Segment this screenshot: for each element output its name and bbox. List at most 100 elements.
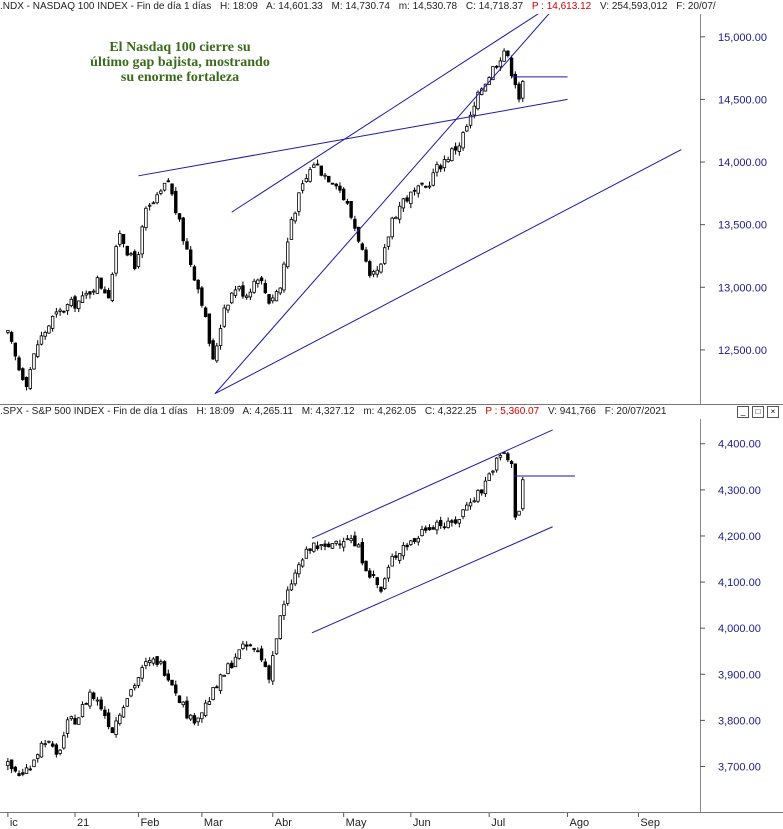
candle (166, 669, 171, 682)
candle (177, 213, 182, 222)
candle (17, 355, 21, 372)
candle (32, 759, 36, 768)
header-date: F: 20/07/2021 (604, 406, 667, 417)
candle (498, 453, 503, 461)
candle (177, 695, 182, 704)
candle (36, 340, 40, 359)
candle (256, 278, 260, 288)
header-volume: V: 254,593,012 (599, 1, 668, 12)
candle (323, 172, 327, 180)
date-axis: ic 21 Feb Mar Abr May Jun Jul Ago Sep (0, 812, 783, 829)
candle (353, 531, 357, 547)
candle (200, 712, 204, 723)
candle (181, 701, 185, 708)
candle (412, 537, 417, 544)
candle (80, 291, 85, 304)
candle (345, 535, 350, 541)
candle (21, 768, 25, 777)
candle (6, 758, 10, 771)
candle (95, 696, 100, 706)
candle (386, 236, 391, 250)
header-high: M: 4,327.12 (301, 406, 355, 417)
candle (39, 741, 44, 758)
candle (196, 717, 200, 726)
candle (368, 259, 372, 278)
minimize-button[interactable]: _ (737, 406, 749, 418)
trendline (138, 98, 568, 177)
candle (457, 519, 462, 528)
x-tick-label: Sep (640, 817, 660, 829)
candle (192, 264, 197, 282)
candle (267, 664, 271, 684)
candle (453, 516, 458, 525)
candle (226, 304, 230, 314)
candle (43, 330, 47, 340)
candle (271, 651, 275, 685)
candle (394, 551, 398, 560)
candle (185, 238, 189, 250)
candle (192, 713, 197, 726)
candle (263, 279, 268, 295)
x-tick-label: ic (10, 817, 18, 829)
candle (405, 195, 409, 203)
candle (125, 698, 129, 707)
candle (345, 198, 350, 205)
candle (461, 131, 465, 151)
candle (237, 649, 241, 660)
header-low: m: 14,530.78 (398, 1, 458, 12)
candle (237, 285, 241, 292)
candle (461, 509, 465, 520)
candle (174, 187, 178, 215)
sp500-panel: .SPX - S&P 500 INDEX - Fin de día 1 días… (0, 404, 783, 814)
candle (401, 542, 406, 560)
candle (442, 155, 447, 172)
candle (166, 177, 171, 183)
maximize-button[interactable]: □ (752, 406, 764, 418)
candle (427, 181, 432, 190)
candle (267, 294, 271, 305)
candle (215, 342, 219, 363)
candle (248, 288, 253, 301)
candle (13, 765, 18, 773)
candle (353, 215, 357, 232)
candle (468, 111, 473, 129)
candle (420, 182, 424, 187)
candle (32, 353, 36, 370)
candle (297, 192, 301, 216)
candle (282, 600, 286, 620)
candle (110, 727, 115, 734)
candle (338, 539, 342, 549)
candle (327, 541, 331, 548)
candle (371, 570, 376, 579)
chart-annotation: El Nasdaq 100 cierre su último gap bajis… (70, 40, 290, 85)
candle (438, 516, 443, 529)
candle (308, 166, 312, 183)
candle (62, 731, 66, 750)
candle (502, 452, 506, 455)
close-button[interactable]: × (767, 406, 779, 418)
candle (121, 234, 126, 248)
x-tick-label: Abr (275, 817, 292, 829)
candle (379, 262, 383, 274)
candle (218, 673, 223, 694)
candle (36, 753, 40, 763)
candle (476, 489, 480, 504)
candle (88, 291, 92, 299)
candle (147, 657, 152, 667)
candle (114, 244, 118, 277)
candle (517, 510, 521, 516)
candle (390, 553, 394, 567)
candle (230, 292, 234, 305)
candle (136, 251, 141, 269)
candle (472, 497, 476, 503)
candle (77, 300, 81, 313)
candle (494, 457, 499, 473)
candle (24, 376, 29, 391)
candle (203, 699, 208, 718)
candle (450, 518, 454, 527)
candle (431, 168, 435, 187)
candle (338, 182, 342, 194)
candle (80, 701, 85, 718)
candle (99, 277, 103, 290)
y-tick-label: 13,500.00 (718, 220, 767, 232)
